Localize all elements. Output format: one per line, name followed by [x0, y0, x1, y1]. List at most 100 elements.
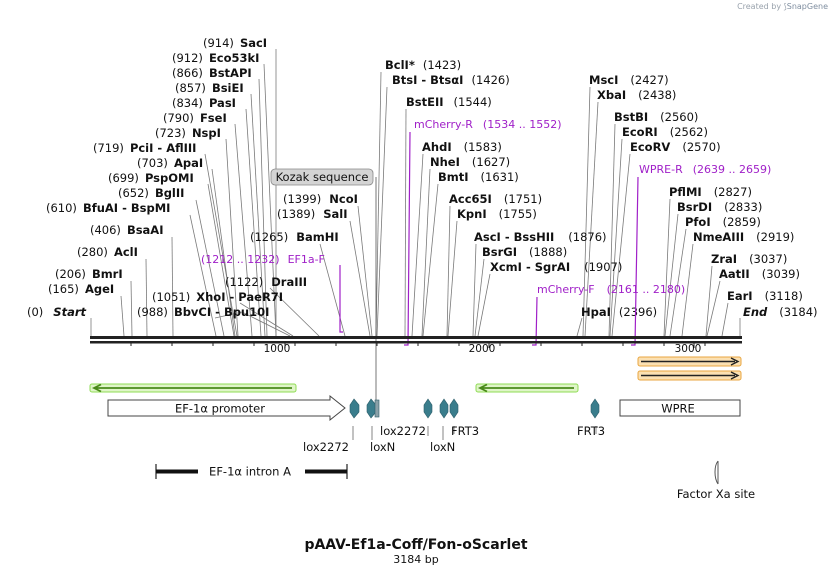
enzyme-label-ncoi: (1399) NcoI	[283, 192, 358, 206]
feature-factor-xa-site: Factor Xa site	[677, 460, 755, 501]
svg-text:WPRE: WPRE	[661, 402, 695, 416]
enzyme-labels: (0) Start (165) AgeI (206) BmrI (280) AclI (…	[27, 36, 818, 319]
enzyme-label-pasi: (834) PasI	[172, 96, 236, 110]
primer-markers	[339, 131, 639, 346]
enzyme-label-eco53ki: (912) Eco53kI	[172, 51, 259, 65]
orange-arrows	[637, 356, 742, 381]
svg-text:EF-1α intron A: EF-1α intron A	[209, 465, 291, 479]
enzyme-label-bmri: (206) BmrI	[55, 267, 123, 281]
primer-ef1a-f-marker	[339, 265, 343, 333]
site-leaders	[352, 426, 597, 440]
enzyme-label-eari: EarI (3118)	[727, 289, 803, 303]
primers: mCherry-R (1534 .. 1552) WPRE-R (2639 .. 2…	[201, 118, 771, 296]
feature-ef1a-promoter: EF-1α promoter	[107, 394, 346, 422]
arrow-left-icon	[91, 383, 292, 393]
enzyme-label-xbai: XbaI (2438)	[597, 88, 676, 102]
enzyme-label-apai: (703) ApaI	[137, 156, 203, 170]
primer-label-mcherry-f: mCherry-F (2161 .. 2180)	[537, 283, 685, 296]
enzyme-label-sali: (1389) SalI	[277, 207, 348, 221]
loxn-site-2	[439, 398, 449, 419]
enzyme-label-fsei: (790) FseI	[163, 111, 227, 125]
enzyme-label-end: End (3184)	[743, 305, 818, 319]
primer-mcherry-f-marker	[532, 296, 538, 346]
enzyme-label-bglii: (652) BglII	[118, 186, 184, 200]
primer-label-wpre-r: WPRE-R (2639 .. 2659)	[639, 163, 771, 176]
primer-mcherry-r-marker	[404, 131, 411, 346]
enzyme-label-pcii: (719) PciI - AflIII	[93, 141, 196, 155]
enzyme-leaders	[90, 49, 741, 337]
enzyme-label-acli: (280) AclI	[77, 245, 138, 259]
primer-wpre-r-marker	[631, 176, 639, 346]
site-labels: lox2272 loxN lox2272 loxN FRT3 FRT3	[303, 424, 605, 454]
plasmid-name: pAAV-Ef1a-Coff/Fon-oScarlet	[304, 537, 527, 553]
enzyme-label-bfuai: (610) BfuAI - BspMI	[46, 201, 170, 215]
enzyme-label-bstapi: (866) BstAPI	[172, 66, 252, 80]
enzyme-label-bsrdi: BsrDI (2833)	[677, 200, 762, 214]
enzyme-label-btsi: BtsI - BtsαI (1426)	[392, 73, 510, 87]
svg-text:Factor Xa site: Factor Xa site	[677, 487, 755, 501]
snapgene-credit: Created by ⟆SnapGene	[737, 2, 828, 11]
arrow-right-icon	[641, 357, 740, 366]
site-label-frt3-2: FRT3	[577, 424, 605, 438]
loxn-site-1	[366, 398, 377, 419]
enzyme-label-bsaai: (406) BsaAI	[90, 223, 164, 237]
plasmid-title: pAAV-Ef1a-Coff/Fon-oScarlet 3184 bp	[304, 537, 527, 566]
enzyme-label-aatii: AatII (3039)	[719, 267, 800, 281]
feature-ef1a-intron-a: EF-1α intron A	[155, 464, 348, 479]
lox2272-site-1	[349, 398, 360, 419]
site-label-lox2272-1: lox2272	[303, 440, 349, 454]
enzyme-label-acc65i: Acc65I (1751)	[449, 192, 542, 206]
enzyme-label-kpni: KpnI (1755)	[457, 207, 537, 221]
site-label-frt3-1: FRT3	[451, 424, 479, 438]
kozak-sequence-label: Kozak sequence	[270, 168, 377, 408]
enzyme-label-nmeaiii: NmeAIII (2919)	[693, 230, 794, 244]
enzyme-label-bsiei: (857) BsiEI	[175, 81, 244, 95]
arrow-right-icon	[641, 371, 740, 380]
axis-tick-1000: 1000	[264, 343, 291, 355]
enzyme-label-pspomi: (699) PspOMI	[108, 171, 194, 185]
enzyme-label-asci: AscI - BssHII (1876)	[474, 230, 607, 244]
snapgene-logo-icon: ⟆	[783, 2, 787, 11]
enzyme-label-ecorv: EcoRV (2570)	[630, 140, 721, 154]
enzyme-label-bstbi: BstBI (2560)	[614, 110, 698, 124]
enzyme-label-xcmi: XcmI - SgrAI (1907)	[490, 260, 622, 274]
axis-tick-2000: 2000	[469, 343, 496, 355]
enzyme-label-pflmi: PflMI (2827)	[669, 185, 752, 199]
enzyme-label-zrai: ZraI (3037)	[711, 252, 787, 266]
enzyme-label-bsteii: BstEII (1544)	[406, 95, 492, 109]
enzyme-label-pfoi: PfoI (2859)	[685, 215, 761, 229]
enzyme-label-bsrgi: BsrGI (1888)	[482, 245, 567, 259]
enzyme-label-ecori: EcoRI (2562)	[622, 125, 708, 139]
enzyme-label-bbvci: (988) BbvCI - Bpu10I	[137, 305, 269, 319]
kozak-marker	[374, 399, 380, 418]
primer-label-mcherry-r: mCherry-R (1534 .. 1552)	[414, 118, 561, 131]
enzyme-label-bcli: BclI* (1423)	[385, 58, 461, 72]
enzyme-label-nhei: NheI (1627)	[430, 155, 510, 169]
frt3-site-2	[590, 398, 600, 419]
enzyme-label-bmti: BmtI (1631)	[438, 170, 519, 184]
svg-text:EF-1α promoter: EF-1α promoter	[175, 402, 265, 416]
svg-text:Kozak sequence: Kozak sequence	[276, 170, 369, 184]
arrow-left-icon	[477, 383, 574, 393]
recombination-sites	[349, 398, 600, 419]
frt3-site-1	[449, 398, 459, 419]
enzyme-label-xhoi: (1051) XhoI - PaeR7I	[152, 290, 283, 304]
enzyme-label-ahdi: AhdI (1583)	[422, 140, 502, 154]
green-orf-arrows	[89, 383, 579, 393]
site-label-loxn-1: loxN	[370, 440, 395, 454]
feature-wpre: WPRE	[619, 399, 741, 417]
enzyme-label-start: (0) Start	[27, 305, 87, 319]
plasmid-length: 3184 bp	[393, 553, 438, 566]
lox2272-site-2	[423, 398, 433, 419]
site-label-loxn-2: loxN	[430, 440, 455, 454]
primer-label-ef1a-f-range: (1212 .. 1232) EF1a-F	[201, 253, 325, 266]
enzyme-label-hpai: HpaI (2396)	[581, 305, 657, 319]
axis-tick-3000: 3000	[675, 343, 702, 355]
dna-backbone: 1000 2000 3000	[90, 336, 742, 355]
enzyme-label-bamhi: (1265) BamHI	[250, 230, 339, 244]
enzyme-label-draiii: (1122) DraIII	[225, 275, 307, 289]
enzyme-label-msci: MscI (2427)	[589, 73, 669, 87]
site-label-lox2272-2: lox2272	[380, 424, 426, 438]
enzyme-label-saci: (914) SacI	[203, 36, 267, 50]
